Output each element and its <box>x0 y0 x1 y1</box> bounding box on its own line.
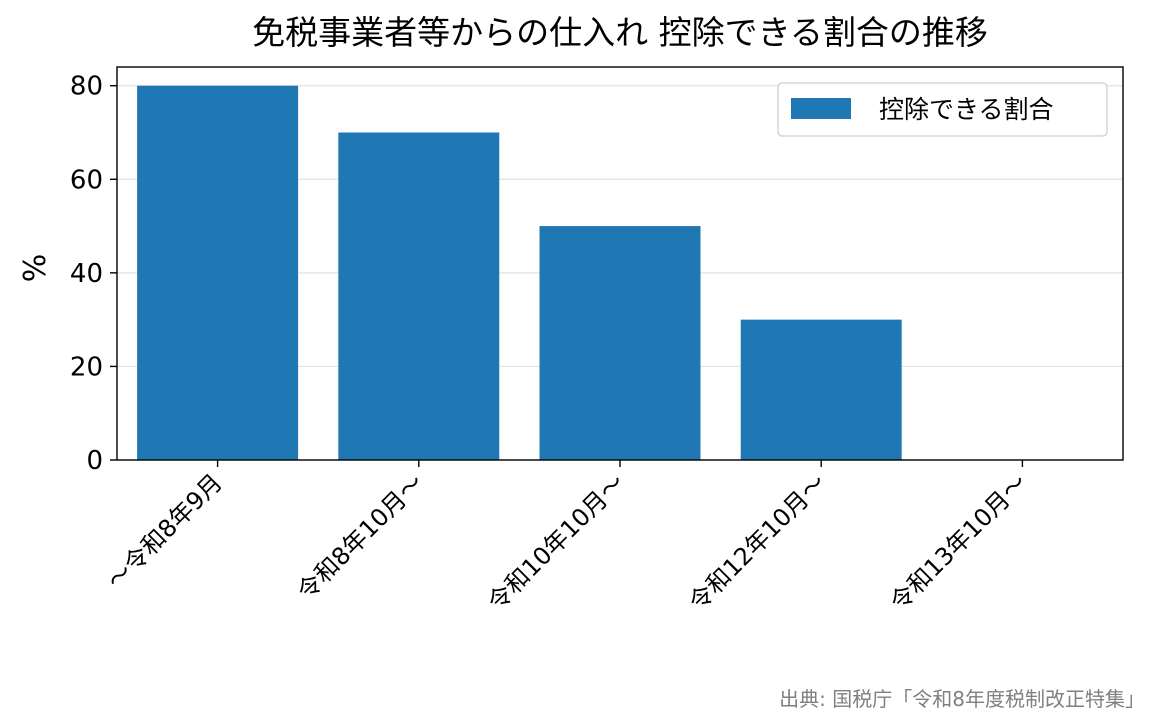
x-tick-label: 令和13年10月〜 <box>885 468 1033 616</box>
legend: 控除できる割合 <box>777 82 1108 137</box>
legend-swatch <box>791 98 851 119</box>
source-note: 出典: 国税庁「令和8年度税制改正特集」 <box>779 687 1145 711</box>
bar <box>539 226 701 460</box>
y-tick-label: 20 <box>70 352 103 382</box>
y-tick-label: 60 <box>70 165 103 195</box>
y-tick-label: 40 <box>70 259 103 289</box>
x-tick-label: 〜令和8年9月 <box>102 468 228 594</box>
bar <box>338 132 500 460</box>
legend-label: 控除できる割合 <box>879 95 1054 124</box>
y-tick-label: 80 <box>70 72 103 102</box>
x-tick-label: 令和12年10月〜 <box>684 468 832 616</box>
chart-title: 免税事業者等からの仕入れ 控除できる割合の推移 <box>252 13 988 52</box>
x-tick-label: 令和10年10月〜 <box>482 468 630 616</box>
y-tick-label: 0 <box>86 446 103 476</box>
x-axis-ticks: 〜令和8年9月 令和8年10月〜 令和10年10月〜 令和12年10月〜 令和13年10… <box>102 460 1033 616</box>
bar <box>740 319 902 460</box>
y-axis-label: % <box>18 254 53 283</box>
x-tick-label: 令和8年10月〜 <box>292 468 429 605</box>
legend-box <box>777 82 1108 137</box>
bars <box>137 85 902 460</box>
bar <box>137 85 299 460</box>
y-axis-ticks: 0 20 40 60 80 <box>70 72 117 476</box>
